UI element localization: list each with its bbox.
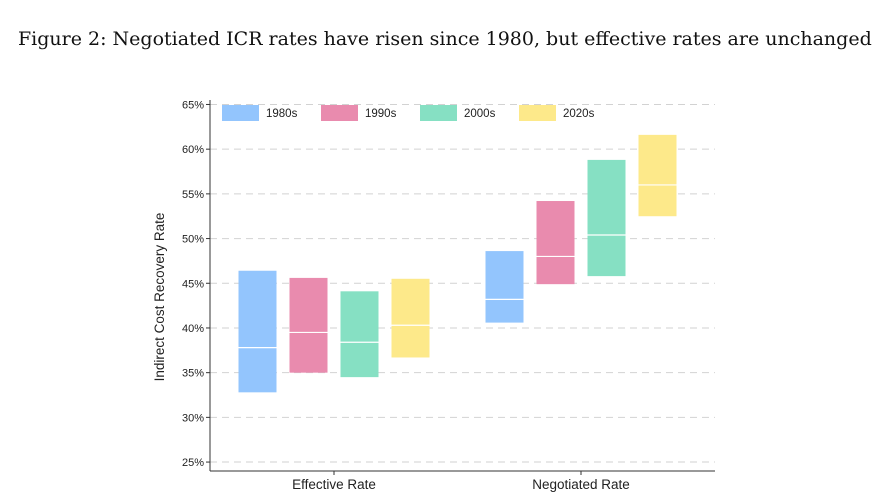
- range-bar: [289, 277, 328, 373]
- y-tick-label: 35%: [182, 368, 204, 380]
- range-bar: [238, 270, 277, 393]
- y-tick-label: 25%: [182, 457, 204, 469]
- legend-label: 1980s: [266, 108, 298, 120]
- axes: 25% 30% 35% 40% 45% 50% 55% 60% 65% Effective Rat…: [182, 99, 715, 492]
- legend-label: 1990s: [365, 108, 397, 120]
- y-tick-label: 50%: [182, 234, 204, 246]
- range-bar: [536, 201, 575, 285]
- legend-swatch: [519, 105, 556, 121]
- legend-swatch: [321, 105, 358, 121]
- bars: [238, 134, 677, 393]
- x-tick-label: Negotiated Rate: [532, 477, 630, 492]
- legend-label: 2020s: [563, 108, 595, 120]
- legend-swatch: [420, 105, 457, 121]
- y-tick-label: 30%: [182, 412, 204, 424]
- legend-label: 2000s: [464, 108, 496, 120]
- range-bar: [587, 159, 626, 277]
- range-bar: [340, 291, 379, 378]
- range-bar: [638, 134, 677, 217]
- y-tick-label: 65%: [182, 99, 204, 111]
- figure-caption: Figure 2: Negotiated ICR rates have rise…: [18, 28, 872, 50]
- y-axis-label: Indirect Cost Recovery Rate: [152, 213, 167, 382]
- y-tick-label: 40%: [182, 323, 204, 335]
- grid-lines: [210, 103, 715, 463]
- legend-swatch: [222, 105, 259, 121]
- legend: 1980s 1990s 2000s 2020s: [222, 105, 595, 121]
- range-bar: [391, 278, 430, 358]
- y-tick-label: 45%: [182, 278, 204, 290]
- x-tick-label: Effective Rate: [292, 477, 376, 492]
- y-tick-label: 60%: [182, 144, 204, 156]
- y-tick-label: 55%: [182, 189, 204, 201]
- range-bar: [485, 251, 524, 323]
